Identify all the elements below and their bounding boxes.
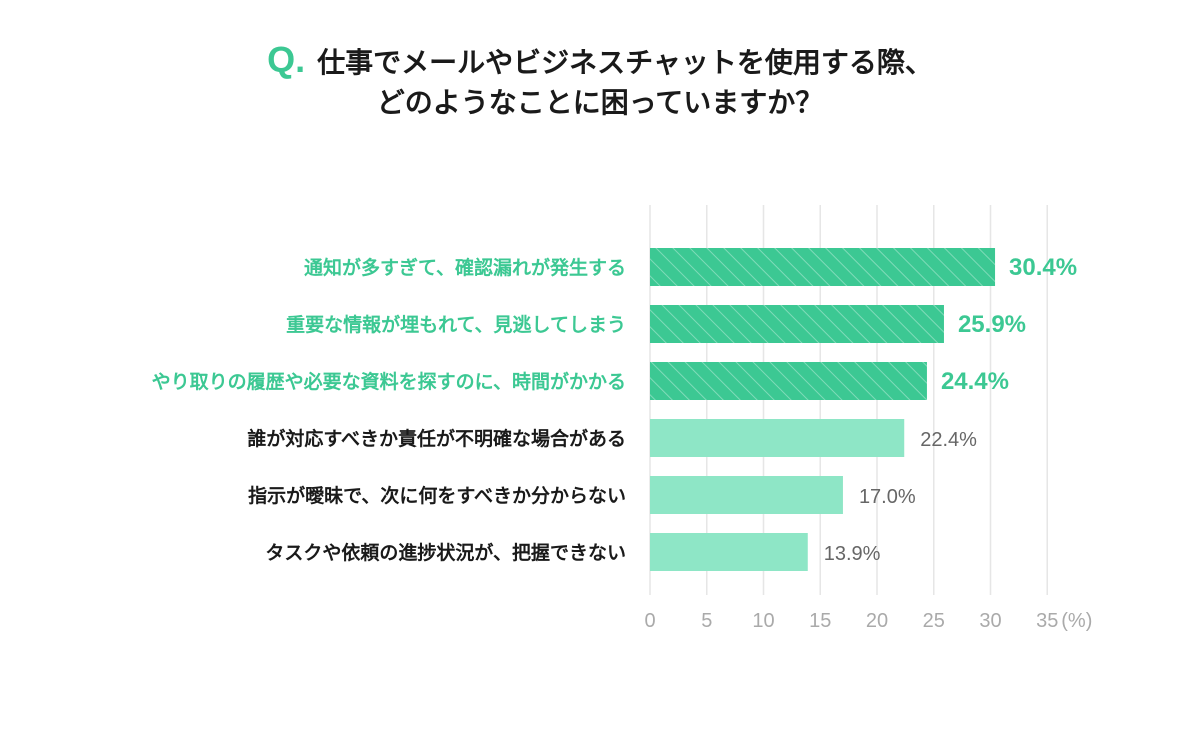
bar — [650, 476, 843, 514]
bar-hatch — [650, 362, 927, 400]
value-label: 24.4% — [941, 368, 1009, 395]
bar — [650, 533, 808, 571]
value-labels: 30.4% 25.9% 24.4% 22.4% 17.0% 13.9% — [824, 254, 1077, 565]
bar-hatch — [650, 305, 944, 343]
x-tick-label: 0 — [644, 610, 655, 632]
x-axis-ticks: 0 5 10 15 20 25 30 35 (%) — [644, 610, 1092, 632]
x-tick-label: 35 — [1036, 610, 1058, 632]
title-text-1: 仕事でメールやビジネスチャットを使用する際、 — [317, 46, 933, 79]
category-label: 誰が対応すべきか責任が不明確な場合がある — [247, 427, 626, 450]
title-line-2: どのようなことに困っていますか？ — [376, 86, 824, 119]
x-tick-label: 15 — [809, 610, 831, 632]
bar-hatch — [650, 248, 996, 286]
value-label: 22.4% — [920, 429, 977, 451]
category-labels: 通知が多すぎて、確認漏れが発生する重要な情報が埋もれて、見逃してしまうやり取りの… — [152, 256, 626, 564]
value-label: 13.9% — [824, 543, 881, 565]
category-label: 重要な情報が埋もれて、見逃してしまう — [286, 313, 626, 336]
title-line-1: Q. 仕事でメールやビジネスチャットを使用する際、 — [0, 40, 1200, 83]
bar — [650, 419, 905, 457]
bars — [650, 248, 996, 571]
category-label: やり取りの履歴や必要な資料を探すのに、時間がかかる — [152, 370, 626, 393]
value-label: 30.4% — [1009, 254, 1077, 281]
category-label: 指示が曖昧で、次に何をすべきか分からない — [248, 484, 626, 507]
x-axis-unit: (%) — [1061, 610, 1092, 632]
q-mark: Q. — [267, 39, 306, 80]
x-tick-label: 5 — [701, 610, 712, 632]
value-label: 17.0% — [859, 486, 916, 508]
x-tick-label: 20 — [866, 610, 888, 632]
category-label: 通知が多すぎて、確認漏れが発生する — [304, 256, 626, 279]
x-tick-label: 25 — [923, 610, 945, 632]
x-tick-label: 10 — [752, 610, 774, 632]
x-tick-label: 30 — [979, 610, 1001, 632]
category-label: タスクや依頼の進捗状況が、把握できない — [265, 541, 626, 564]
value-label: 25.9% — [958, 311, 1026, 338]
chart-title: Q. 仕事でメールやビジネスチャットを使用する際、 どのようなことに困っていますか… — [0, 40, 1200, 123]
